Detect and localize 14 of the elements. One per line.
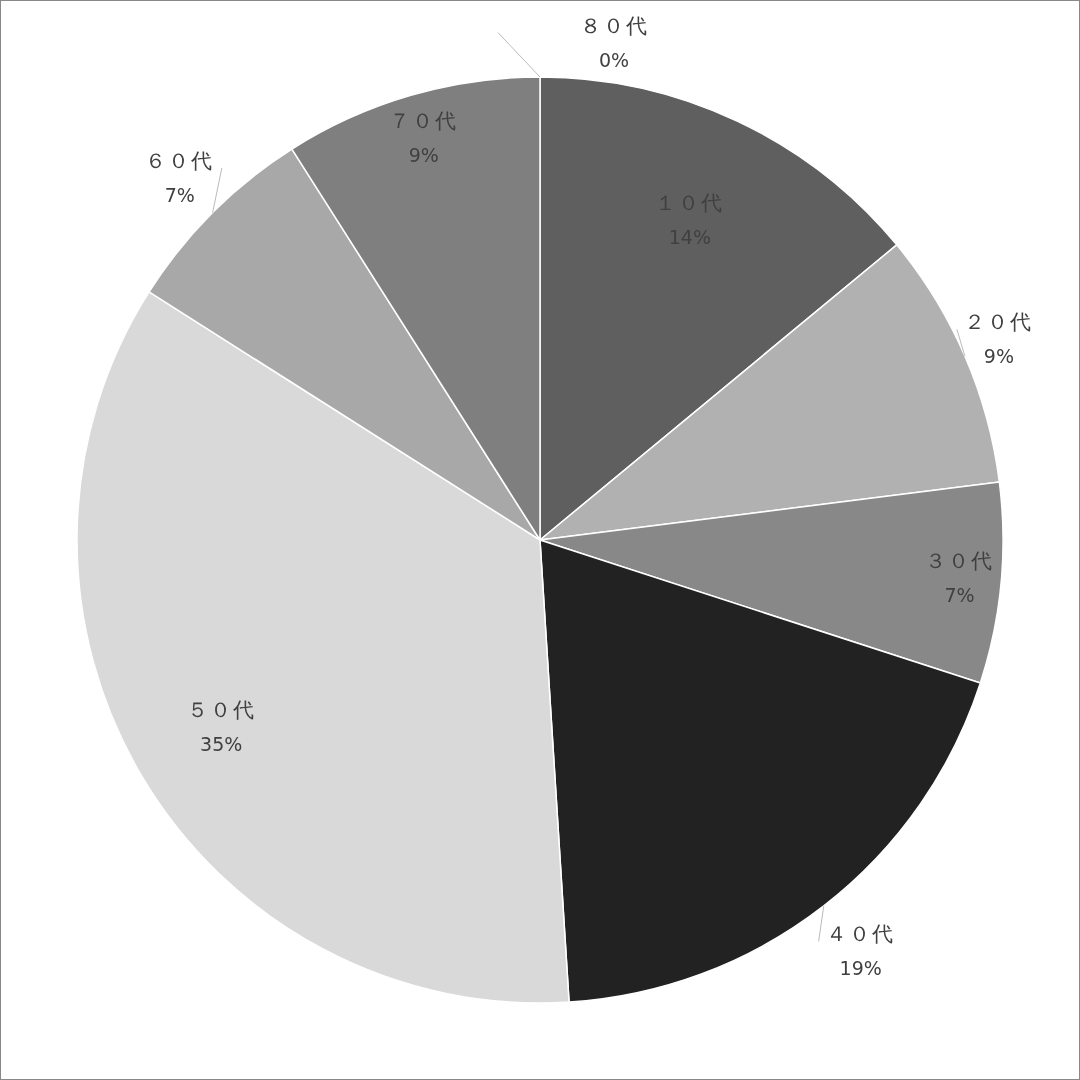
slice-label: ２０代 (964, 310, 1034, 335)
category-label: ８０代 (579, 13, 649, 38)
slice-label: ４０代 (826, 922, 896, 947)
data-label: 9% (408, 143, 439, 166)
slice-label: ６０代 (145, 148, 215, 173)
slice-label: ５０代 (186, 697, 256, 722)
data-label: 35% (200, 732, 243, 755)
data-label: 7% (164, 183, 195, 206)
data-label: 7% (944, 583, 975, 606)
text: 0% (599, 48, 630, 71)
data-label: 19% (839, 957, 882, 980)
data-label: 9% (983, 345, 1014, 368)
slice-label: ７０代 (389, 108, 459, 133)
slice-label: ３０代 (924, 548, 994, 573)
